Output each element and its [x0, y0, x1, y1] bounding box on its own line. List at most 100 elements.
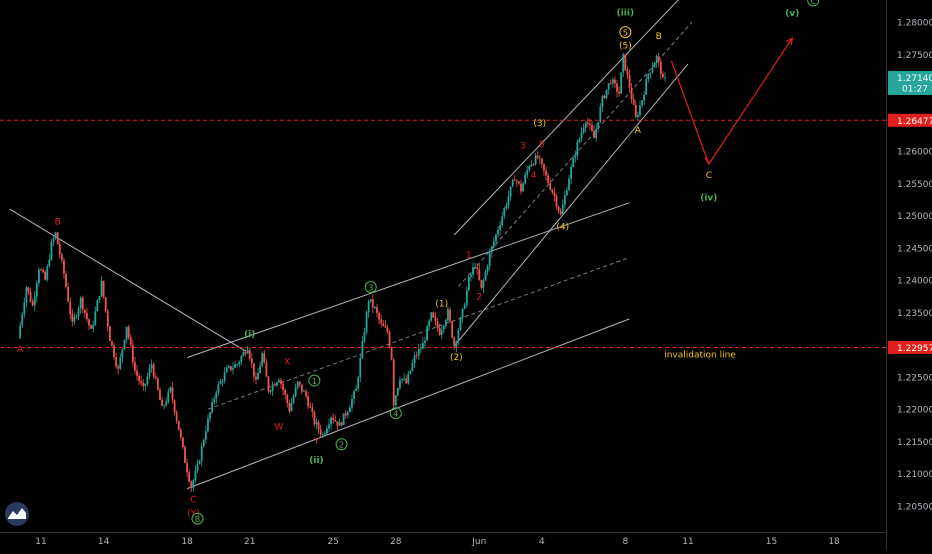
- price-tick-label: 1.21500: [897, 438, 932, 448]
- candle-body: [165, 401, 168, 406]
- candle-body: [472, 267, 474, 275]
- candle-body: [576, 142, 579, 156]
- candle-body: [572, 157, 575, 167]
- wave-label: B: [656, 32, 662, 42]
- trend-line-5[interactable]: [453, 0, 688, 236]
- candle-body: [342, 413, 345, 426]
- candle-body: [449, 309, 451, 322]
- wave-label-circle: [807, 0, 820, 7]
- candle-body: [175, 412, 178, 421]
- candle-body: [346, 412, 349, 416]
- candle-body: [574, 155, 577, 158]
- candle-body: [265, 362, 268, 377]
- candle-body: [213, 398, 216, 402]
- candle-body: [647, 73, 650, 80]
- candle-body: [403, 378, 406, 380]
- candle-body: [125, 326, 128, 340]
- trend-line-3[interactable]: [207, 257, 630, 410]
- candle-body: [478, 269, 481, 280]
- projection-arrowhead: [704, 157, 714, 166]
- time-tick-label: 28: [390, 537, 402, 547]
- wave-label: B: [195, 515, 201, 524]
- candle-body: [624, 54, 627, 71]
- candle-body: [111, 341, 113, 346]
- wave-label-circle: [619, 26, 632, 39]
- candle-body: [52, 238, 55, 242]
- candle-body: [248, 349, 251, 359]
- candle-body: [380, 319, 383, 324]
- candle-body: [588, 123, 591, 126]
- invalidation-line-label: invalidation line: [664, 350, 736, 360]
- candle-body: [505, 205, 508, 209]
- candle-body: [484, 271, 487, 281]
- trend-line-0[interactable]: [9, 208, 246, 352]
- trend-line-2[interactable]: [186, 202, 630, 359]
- annotations: invalidation line: [664, 350, 736, 360]
- candle-body: [261, 353, 264, 366]
- wave-label-circle: [308, 374, 321, 387]
- candle-body: [363, 332, 366, 342]
- candle-body: [351, 399, 353, 408]
- candle-body: [65, 273, 67, 287]
- candle-body: [634, 104, 637, 117]
- candle-body: [290, 403, 293, 412]
- candle-body: [127, 326, 130, 338]
- candle-body: [321, 434, 324, 436]
- candle-body: [31, 301, 34, 306]
- candle-body: [344, 413, 347, 416]
- trend-line-1[interactable]: [186, 318, 630, 490]
- wave-label: (5): [619, 41, 632, 51]
- candle-body: [44, 272, 47, 280]
- candle-body: [459, 317, 462, 331]
- candle-body: [326, 428, 328, 434]
- candle-body: [417, 349, 420, 356]
- candle-body: [313, 412, 316, 425]
- candle-body: [33, 296, 36, 306]
- time-tick-label: 11: [35, 537, 46, 547]
- candle-body: [92, 324, 95, 329]
- time-tick-label: 14: [98, 537, 110, 547]
- projection-line[interactable]: [670, 37, 793, 166]
- time-tick-label: 15: [766, 537, 777, 547]
- candle-body: [503, 208, 506, 217]
- candle-body: [144, 383, 147, 387]
- price-tick-label: 1.26000: [897, 148, 932, 158]
- candle-body: [480, 279, 483, 288]
- candle-body: [411, 362, 414, 371]
- candle-body: [501, 216, 504, 226]
- candle-body: [98, 296, 101, 301]
- candle-body: [440, 329, 443, 335]
- candle-body: [211, 401, 214, 413]
- candle-body: [292, 396, 295, 404]
- price-tick-label: 1.21000: [897, 470, 932, 480]
- candle-body: [641, 100, 643, 106]
- candle-body: [242, 351, 245, 357]
- candle-body: [451, 321, 454, 338]
- price-tick-label: 1.22500: [897, 373, 932, 383]
- candle-body: [119, 357, 122, 369]
- candle-body: [520, 183, 522, 192]
- candle-body: [315, 422, 318, 425]
- candle-body: [42, 270, 44, 273]
- wave-label: W: [274, 423, 283, 433]
- candle-body: [382, 323, 385, 327]
- horizontal-levels: [0, 119, 886, 348]
- candle-body: [219, 381, 222, 385]
- candle-body: [499, 225, 502, 231]
- trend-line-4[interactable]: [453, 63, 689, 347]
- candle-body: [622, 54, 625, 73]
- candle-body: [601, 95, 604, 108]
- candle-body: [223, 372, 226, 382]
- candle-body: [138, 375, 140, 381]
- candle-body: [611, 79, 614, 84]
- price-tick-label: 1.25500: [897, 180, 932, 190]
- candle-body: [426, 326, 428, 341]
- wave-label: (i): [244, 330, 255, 340]
- wave-label: 4: [393, 410, 398, 419]
- candle-body: [376, 307, 378, 313]
- candle-body: [217, 384, 220, 393]
- candle-body: [136, 370, 138, 376]
- candle-body: [171, 387, 174, 401]
